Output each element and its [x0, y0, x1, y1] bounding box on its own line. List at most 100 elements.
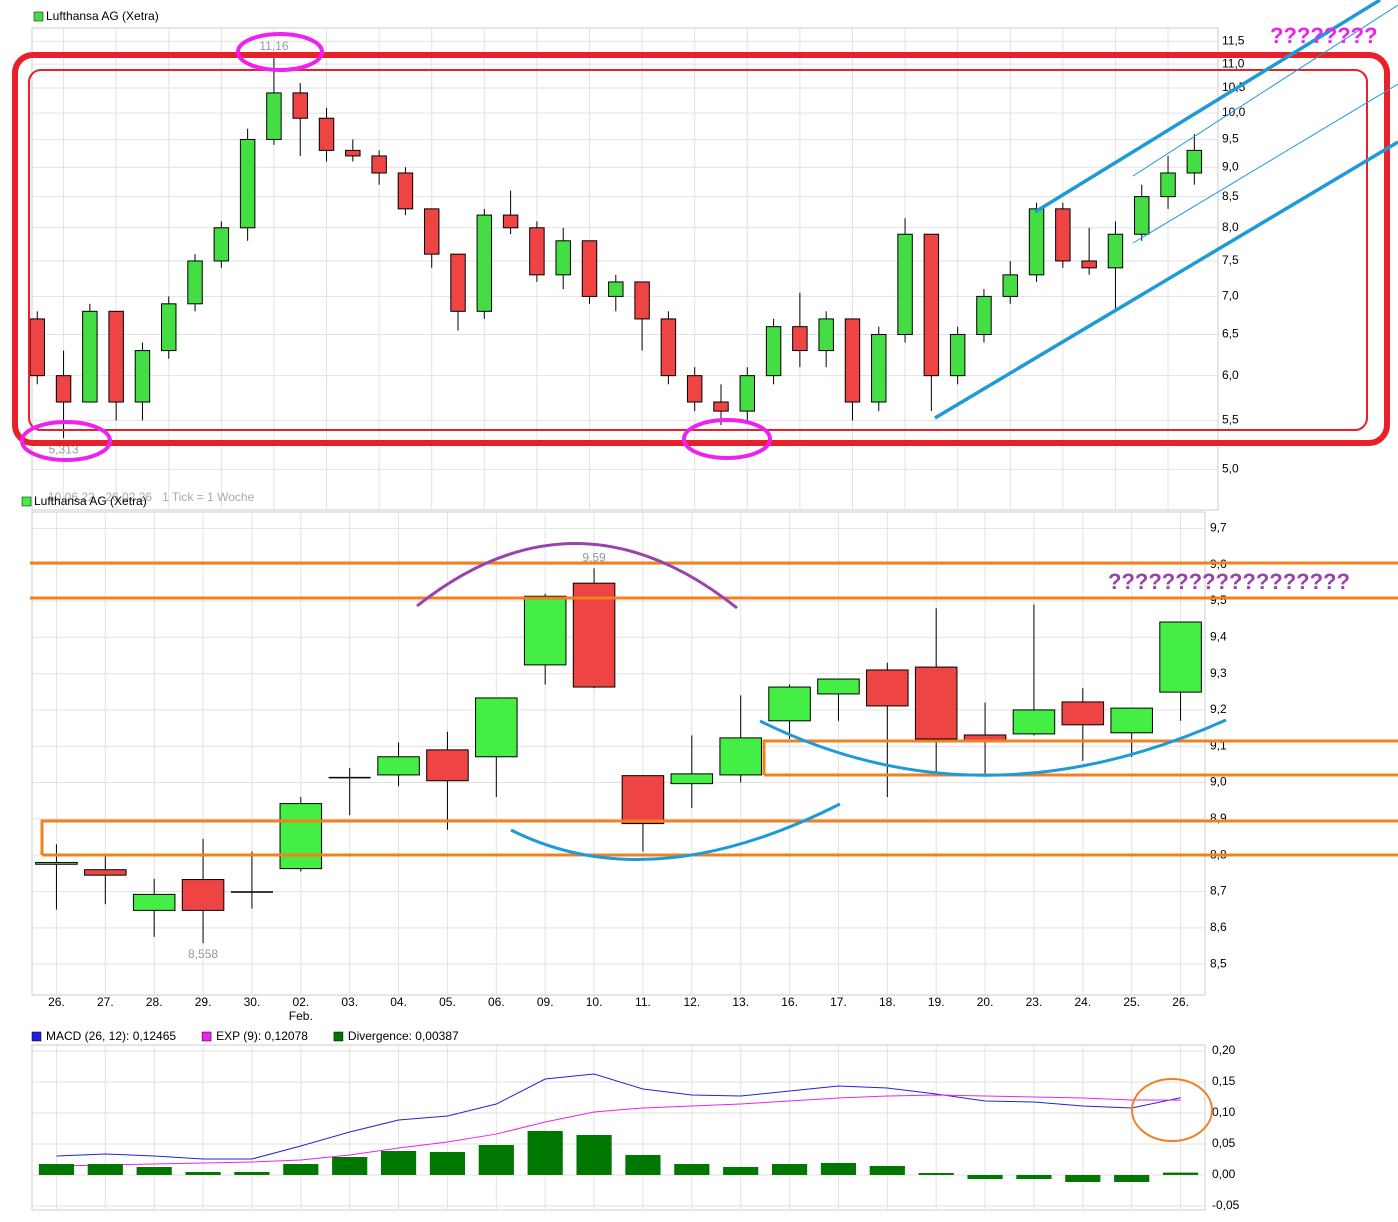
x-tick-label: 27. — [97, 995, 114, 1009]
y-tick-label: 9,3 — [1210, 666, 1227, 680]
x-tick-label: 18. — [879, 995, 896, 1009]
candle-body — [608, 281, 624, 297]
candle-body — [768, 686, 811, 722]
candle-body — [134, 350, 151, 403]
extreme-label: 9,59 — [582, 550, 606, 564]
plot-area — [31, 511, 1206, 996]
candle-body — [713, 401, 729, 412]
candle-body — [502, 214, 519, 229]
x-tick-label: 24. — [1074, 995, 1091, 1009]
channel-line — [934, 140, 1398, 420]
divergence-bar — [820, 1162, 857, 1175]
candle-body — [1028, 208, 1045, 276]
candle-body — [397, 172, 414, 210]
divergence-bar — [136, 1166, 172, 1175]
divergence-bar — [918, 1172, 954, 1175]
inner-box — [28, 69, 1368, 431]
candle-body — [719, 737, 762, 776]
candle-body — [84, 869, 127, 876]
candle-body — [35, 861, 78, 865]
x-tick-label: 03. — [341, 995, 358, 1009]
x-tick-label: 19. — [928, 995, 945, 1009]
y-tick-label: 10,0 — [1222, 105, 1246, 119]
candle-body — [660, 318, 677, 377]
x-tick-label: 26. — [1172, 995, 1189, 1009]
candle-body — [475, 697, 518, 758]
divergence-bar — [1016, 1174, 1052, 1180]
legend-label: Lufthansa AG (Xetra) — [34, 494, 147, 508]
divergence-bar — [967, 1174, 1003, 1180]
tick-note: 1 Tick = 1 Woche — [162, 490, 254, 504]
y-tick-label: 9,7 — [1210, 521, 1227, 535]
candle-body — [581, 240, 598, 297]
legend-swatch — [333, 1031, 344, 1042]
outer-box — [12, 52, 1390, 446]
candle-body — [1134, 196, 1150, 235]
x-tick-label: 29. — [195, 995, 212, 1009]
candle-body — [1186, 149, 1203, 174]
y-tick-label: 5,5 — [1222, 413, 1239, 427]
candle-body — [792, 326, 808, 352]
low-ellipse — [20, 420, 112, 462]
candle-body — [1107, 233, 1124, 269]
candle-body — [181, 879, 225, 911]
y-tick-label: 0,10 — [1212, 1105, 1236, 1119]
date-range: 10.06.22 - 26.02.26 — [48, 490, 152, 504]
candle-body — [371, 155, 387, 174]
candle-body — [426, 749, 469, 782]
x-tick-label: 10. — [586, 995, 603, 1009]
x-tick-label: 16. — [781, 995, 798, 1009]
candle-body — [82, 310, 98, 403]
legend-label: MACD (26, 12): 0,12465 — [46, 1029, 176, 1043]
x-tick-label: 09. — [537, 995, 554, 1009]
x-tick-label: 06. — [488, 995, 505, 1009]
y-tick-label: 7,0 — [1222, 289, 1239, 303]
legend-label: Divergence: 0,00387 — [348, 1029, 459, 1043]
divergence-bar — [185, 1172, 221, 1175]
candle-body — [897, 233, 913, 336]
candle-body — [1160, 172, 1176, 198]
overlay: ???????? ?????????????????? — [1108, 23, 1378, 594]
candle-body — [529, 227, 545, 276]
x-tick-label: 28. — [146, 995, 163, 1009]
candle-body — [923, 233, 940, 377]
candle-body — [555, 240, 571, 276]
indicator-line — [56, 1094, 1181, 1167]
candle-body — [450, 253, 466, 312]
divergence-bar — [87, 1164, 123, 1175]
candle-body — [1061, 701, 1105, 726]
candle-body — [318, 117, 335, 151]
divergence-bar — [771, 1164, 808, 1175]
y-tick-label: 8,9 — [1210, 811, 1227, 825]
x-tick-label: 11. — [635, 995, 651, 1009]
base-layer: 5,0 5,5 6,0 6,5 7,0 7,5 8,0 8,5 9,0 9,5 10,0 10,5 11… — [21, 9, 1246, 1212]
legend-swatch — [21, 496, 32, 507]
y-tick-label: 11,5 — [1222, 33, 1245, 47]
macd-ellipse — [1131, 1078, 1213, 1142]
indicator-line — [56, 1073, 1181, 1160]
y-tick-label: 0,05 — [1212, 1136, 1236, 1150]
candle-body — [739, 375, 756, 412]
legend-swatch — [31, 1031, 42, 1042]
y-tick-label: 0,00 — [1212, 1167, 1236, 1181]
candle-body — [817, 678, 860, 695]
y-tick-label: 6,0 — [1222, 368, 1239, 382]
legend-label: Lufthansa AG (Xetra) — [46, 9, 159, 23]
support-zone — [762, 739, 1398, 777]
extreme-label: 11,16 — [259, 39, 288, 53]
bottom-arc — [510, 802, 841, 862]
candle-body — [292, 92, 308, 119]
candle-body — [239, 138, 256, 229]
divergence-bar — [625, 1154, 661, 1175]
candle-body — [686, 375, 703, 403]
x-tick-label: 17. — [830, 995, 847, 1009]
divergence-bar — [283, 1164, 319, 1175]
x-tick-label: 23. — [1026, 995, 1043, 1009]
candle-body — [266, 92, 282, 140]
candle-body — [670, 773, 714, 785]
divergence-bar — [723, 1166, 759, 1175]
candle-body — [1012, 709, 1056, 735]
y-tick-label: -0,05 — [1212, 1198, 1240, 1212]
candle-body — [29, 318, 45, 377]
y-tick-label: 9,2 — [1210, 702, 1227, 716]
